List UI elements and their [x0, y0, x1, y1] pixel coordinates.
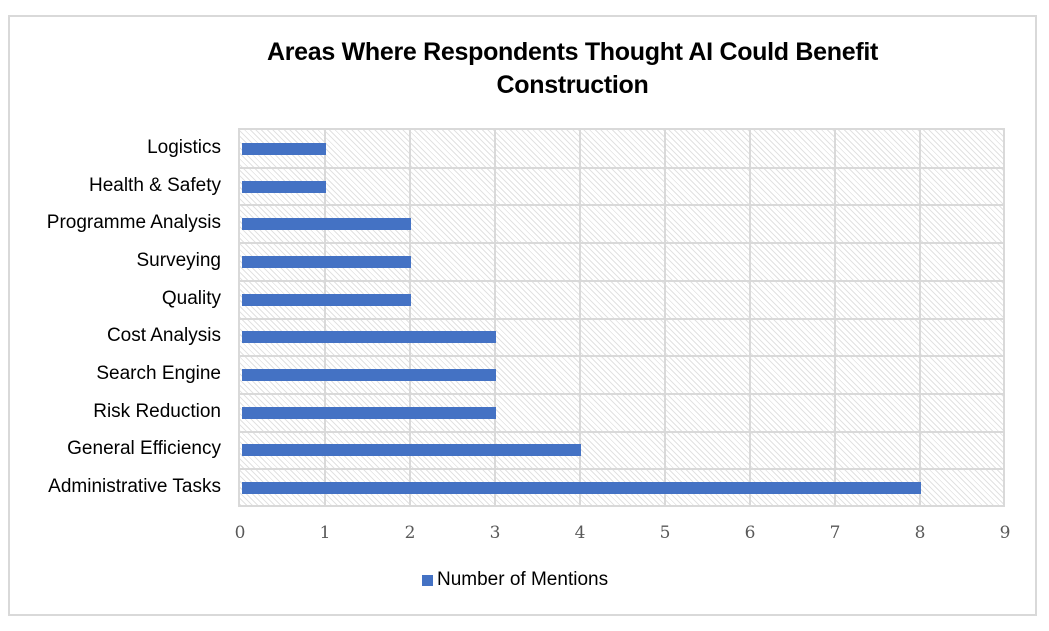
- category-label: Risk Reduction: [93, 400, 221, 422]
- x-tick-label: 0: [234, 523, 246, 543]
- category-label: Logistics: [147, 136, 221, 158]
- x-tick-label: 9: [999, 523, 1011, 543]
- category-label: General Efficiency: [67, 438, 221, 460]
- legend: Number of Mentions: [422, 569, 608, 591]
- category-label: Programme Analysis: [46, 212, 221, 234]
- horizontal-gridline: [240, 204, 1003, 207]
- category-label: Quality: [161, 287, 221, 309]
- bar-administrative-tasks: [242, 482, 921, 495]
- x-tick-label: 4: [574, 523, 586, 543]
- category-label: Cost Analysis: [106, 325, 221, 347]
- bar-surveying: [242, 255, 411, 268]
- horizontal-gridline: [240, 279, 1003, 282]
- legend-label: Number of Mentions: [437, 569, 609, 590]
- bar-cost-analysis: [242, 331, 496, 344]
- category-label: Health & Safety: [88, 174, 221, 196]
- x-tick-label: 6: [744, 523, 756, 543]
- x-tick-label: 8: [914, 523, 926, 543]
- x-tick-label: 5: [659, 523, 671, 543]
- horizontal-gridline: [240, 430, 1003, 433]
- bar-risk-reduction: [242, 406, 496, 419]
- horizontal-gridline: [240, 242, 1003, 245]
- x-tick-label: 3: [489, 523, 501, 543]
- category-label: Surveying: [136, 249, 222, 271]
- x-tick-label: 1: [319, 523, 331, 543]
- x-tick-label: 2: [404, 523, 416, 543]
- bar-logistics: [242, 142, 326, 155]
- plot-area: [238, 128, 1005, 507]
- chart-title-line-2: Construction: [496, 71, 649, 99]
- bar-search-engine: [242, 369, 496, 382]
- x-tick-label: 7: [829, 523, 841, 543]
- horizontal-gridline: [240, 468, 1003, 471]
- horizontal-gridline: [240, 166, 1003, 169]
- legend-swatch: [422, 574, 433, 586]
- chart-title: Areas Where Respondents Thought AI Could…: [0, 36, 1049, 102]
- bar-health-safety: [242, 180, 326, 193]
- bar-programme-analysis: [242, 218, 411, 231]
- bar-general-efficiency: [242, 444, 581, 457]
- bar-quality: [242, 293, 411, 306]
- category-label: Search Engine: [96, 363, 221, 385]
- category-label: Administrative Tasks: [48, 476, 221, 498]
- chart-title-line-1: Areas Where Respondents Thought AI Could…: [266, 38, 879, 66]
- horizontal-gridline: [240, 317, 1003, 320]
- horizontal-gridline: [240, 355, 1003, 358]
- horizontal-gridline: [240, 392, 1003, 395]
